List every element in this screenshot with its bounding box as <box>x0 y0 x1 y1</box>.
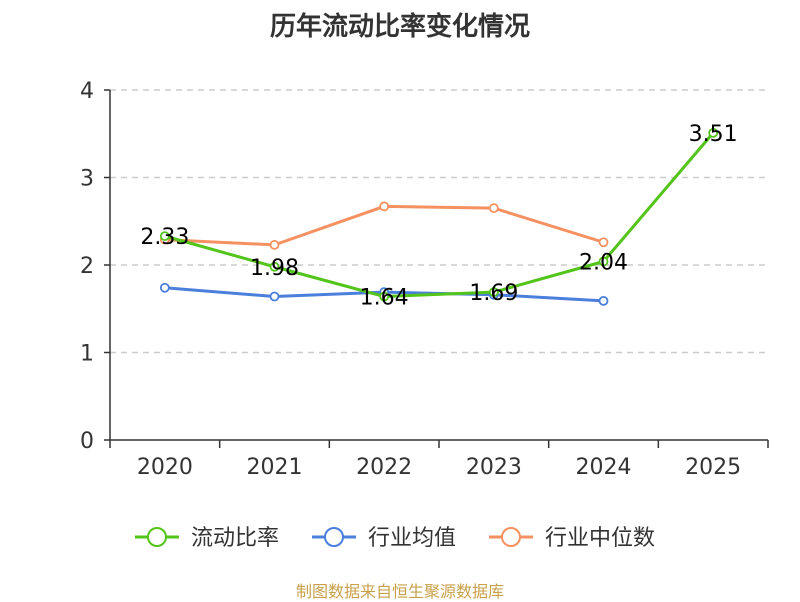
grid-layer <box>110 89 768 354</box>
x-tick-label: 2020 <box>137 455 193 480</box>
axis-layer: 0 1 2 3 4 2020 2021 2022 2023 2024 2025 <box>80 79 769 480</box>
x-tick-label: 2021 <box>247 455 303 480</box>
data-point <box>159 282 170 293</box>
y-tick-label: 1 <box>80 342 94 367</box>
data-point <box>269 261 280 272</box>
data-label: 3.51 <box>689 122 738 147</box>
data-point <box>488 203 499 214</box>
data-label: 2.33 <box>140 225 189 250</box>
legend: 流动比率 行业均值 行业中位数 <box>135 526 655 551</box>
series-layer <box>159 127 719 306</box>
series-line-流动比率 <box>164 131 715 298</box>
legend-marker <box>501 527 521 547</box>
y-tick-label: 4 <box>80 79 94 104</box>
data-label: 2.04 <box>579 251 628 276</box>
series-line-行业中位数 <box>164 204 604 247</box>
chart-title: 历年流动比率变化情况 <box>269 12 530 42</box>
x-tick-label: 2025 <box>685 455 741 480</box>
legend-label: 流动比率 <box>191 526 279 551</box>
y-tick-label: 0 <box>80 429 94 454</box>
data-point <box>598 295 609 306</box>
data-point <box>598 256 609 267</box>
x-tick-label: 2023 <box>466 455 522 480</box>
data-point <box>159 231 170 242</box>
legend-marker <box>324 527 344 547</box>
data-point <box>379 291 390 302</box>
data-point <box>708 127 719 138</box>
data-point <box>488 287 499 298</box>
legend-marker <box>147 527 167 547</box>
data-label: 1.98 <box>250 256 299 281</box>
legend-label: 行业均值 <box>368 526 456 551</box>
data-label: 1.69 <box>469 281 518 306</box>
data-point <box>379 201 390 212</box>
y-tick-label: 3 <box>80 167 94 192</box>
source-note: 制图数据来自恒生聚源数据库 <box>295 582 504 601</box>
legend-label: 行业中位数 <box>545 526 655 551</box>
data-label-layer: 2.33 1.98 1.64 1.69 2.04 3.51 <box>140 122 737 311</box>
x-tick-label: 2024 <box>576 455 632 480</box>
y-tick-label: 2 <box>80 254 94 279</box>
data-label: 1.64 <box>360 286 409 311</box>
data-point <box>269 291 280 302</box>
x-tick-label: 2022 <box>356 455 412 480</box>
data-point <box>598 237 609 248</box>
data-point <box>269 239 280 250</box>
